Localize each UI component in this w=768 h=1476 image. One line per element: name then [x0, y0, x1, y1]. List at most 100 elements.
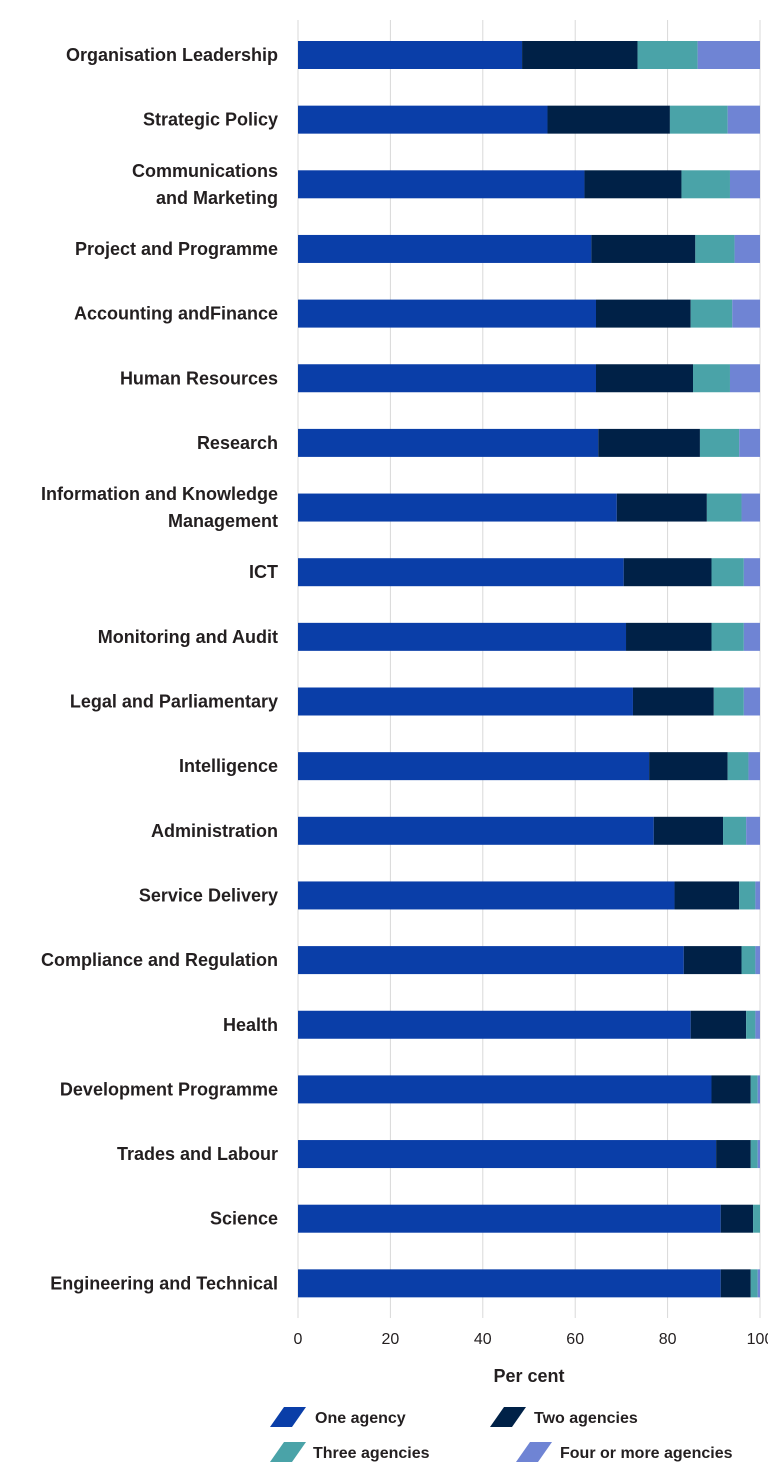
- bar-segment-1: [298, 364, 596, 393]
- bar-segment-2: [653, 816, 724, 845]
- category-label: Development Programme: [60, 1079, 278, 1099]
- legend-swatch-3: [270, 1442, 306, 1462]
- x-tick-label: 0: [294, 1331, 303, 1348]
- bar-segment-3: [750, 1269, 758, 1298]
- bar-segment-2: [584, 170, 682, 199]
- category-label: Accounting andFinance: [74, 304, 278, 324]
- category-label: Information and Knowledge: [41, 484, 278, 504]
- bar-segment-1: [298, 1075, 712, 1104]
- category-label: Compliance and Regulation: [41, 950, 278, 970]
- bar-segment-4: [732, 299, 760, 328]
- bar-segment-3: [727, 752, 749, 781]
- bar-segment-3: [711, 622, 744, 651]
- bar-segment-3: [693, 364, 730, 393]
- x-tick-label: 60: [566, 1331, 584, 1348]
- legend-swatch-1: [270, 1407, 306, 1427]
- bar-segment-1: [298, 816, 654, 845]
- category-label: Administration: [151, 821, 278, 841]
- legend-label-3: Three agencies: [313, 1445, 430, 1462]
- bar-segment-4: [757, 1269, 760, 1298]
- bar-segment-3: [669, 105, 728, 134]
- bar-segment-1: [298, 105, 548, 134]
- bar-segment-3: [739, 881, 756, 910]
- bar-segment-1: [298, 234, 592, 263]
- bar-segment-3: [713, 687, 744, 716]
- bar-segment-1: [298, 687, 633, 716]
- bar-segment-1: [298, 1269, 721, 1298]
- bar-segment-2: [716, 1140, 751, 1169]
- category-label: Organisation Leadership: [66, 45, 278, 65]
- x-axis-title: Per cent: [493, 1366, 564, 1386]
- bar-segment-1: [298, 1140, 717, 1169]
- bar-segment-1: [298, 881, 675, 910]
- bar-segment-1: [298, 558, 624, 587]
- bar-segment-1: [298, 946, 684, 975]
- bar-segment-2: [626, 622, 712, 651]
- bar-segment-3: [695, 234, 735, 263]
- bar-segment-4: [757, 1140, 760, 1169]
- bar-segment-2: [598, 428, 700, 457]
- bar-segment-4: [743, 622, 760, 651]
- bar-segment-3: [746, 1010, 756, 1039]
- bar-segment-2: [649, 752, 728, 781]
- bar-segment-4: [741, 493, 760, 522]
- bar-segment-4: [734, 234, 760, 263]
- bar-segment-1: [298, 170, 585, 199]
- x-axis: 0 20 40 60 80 100: [294, 1331, 768, 1348]
- bar-segment-3: [711, 558, 744, 587]
- bar-segment-3: [706, 493, 742, 522]
- category-label: Science: [210, 1209, 278, 1229]
- gridlines: [297, 20, 761, 1318]
- bar-segment-2: [595, 364, 694, 393]
- x-tick-label: 20: [382, 1331, 400, 1348]
- bar-segment-1: [298, 41, 523, 69]
- x-tick-label: 80: [659, 1331, 677, 1348]
- bar-segment-2: [720, 1269, 751, 1298]
- legend-label-4: Four or more agencies: [560, 1445, 733, 1462]
- category-label: Trades and Labour: [117, 1144, 278, 1164]
- legend-label-2: Two agencies: [534, 1410, 638, 1427]
- bar-segment-3: [741, 946, 756, 975]
- bar-segment-3: [690, 299, 733, 328]
- bar-segment-4: [729, 170, 760, 199]
- category-label: and Marketing: [156, 188, 278, 208]
- x-tick-label: 40: [474, 1331, 492, 1348]
- bar-segment-3: [681, 170, 730, 199]
- category-label: Health: [223, 1015, 278, 1035]
- legend-swatch-2: [490, 1407, 526, 1427]
- bar-segment-2: [616, 493, 707, 522]
- bar-segment-1: [298, 1010, 691, 1039]
- bar-segment-4: [743, 687, 760, 716]
- category-labels: Organisation Leadership Strategic Policy C…: [41, 45, 278, 1293]
- bar-segment-2: [683, 946, 742, 975]
- category-label: Management: [168, 511, 278, 531]
- category-label: Legal and Parliamentary: [70, 692, 278, 712]
- bar-segment-3: [753, 1204, 760, 1233]
- category-label: Intelligence: [179, 756, 278, 776]
- legend-label-1: One agency: [315, 1410, 406, 1427]
- bar-segment-2: [547, 105, 670, 134]
- bar-segment-1: [298, 428, 599, 457]
- bar-segment-4: [755, 881, 760, 910]
- bar-segment-3: [750, 1140, 758, 1169]
- x-tick-label: 100: [747, 1331, 768, 1348]
- legend: One agency Two agencies Three agencies Four…: [270, 1407, 733, 1462]
- bar-segment-2: [623, 558, 712, 587]
- bar-segment-2: [632, 687, 714, 716]
- bar-segment-3: [723, 816, 747, 845]
- category-label: Service Delivery: [139, 885, 278, 905]
- category-label: Project and Programme: [75, 239, 278, 259]
- bar-segment-1: [298, 752, 650, 781]
- category-label: Human Resources: [120, 368, 278, 388]
- bar-segment-4: [697, 41, 760, 69]
- bar-segment-4: [755, 1010, 760, 1039]
- bar-segment-4: [743, 558, 760, 587]
- bar-segment-4: [727, 105, 760, 134]
- bar-segment-3: [637, 41, 698, 69]
- category-label: Monitoring and Audit: [98, 627, 278, 647]
- bar-segment-1: [298, 493, 617, 522]
- bar-segment-1: [298, 299, 596, 328]
- bar-segment-2: [595, 299, 691, 328]
- category-label: Engineering and Technical: [50, 1273, 278, 1293]
